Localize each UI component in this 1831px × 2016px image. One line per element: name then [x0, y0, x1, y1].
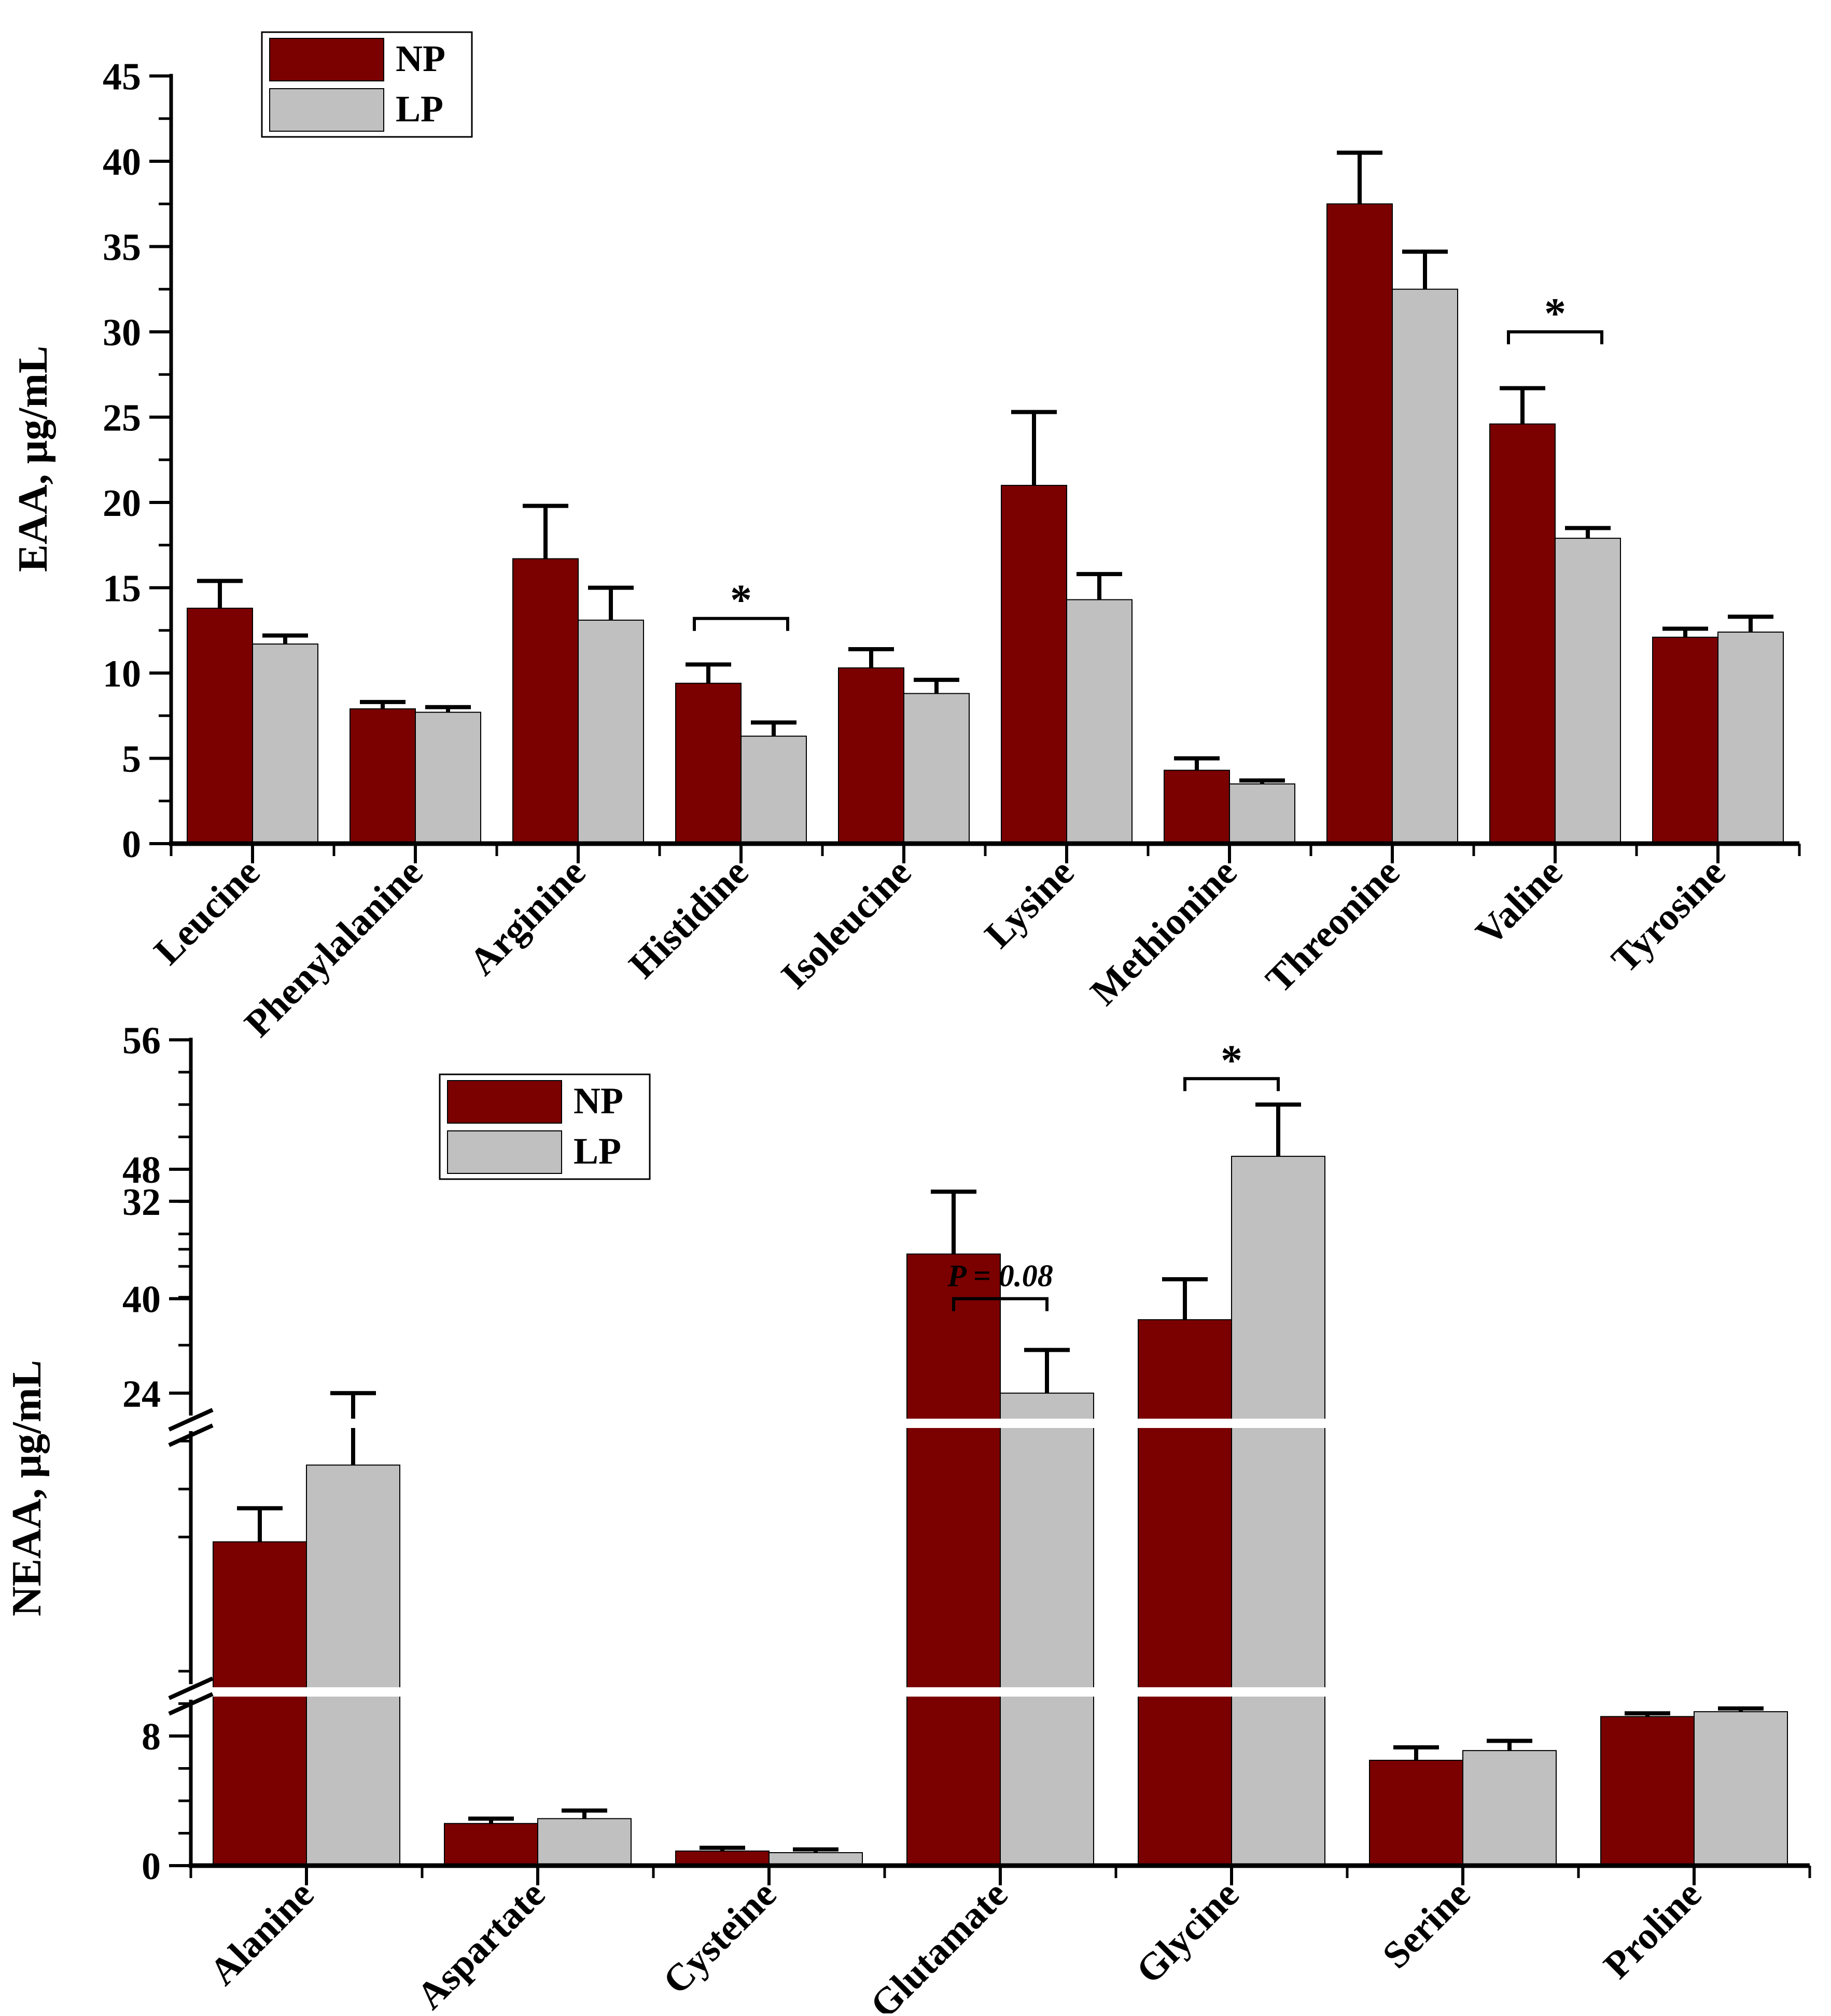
chart2-x-label-aspartate: Aspartate: [409, 1873, 553, 2013]
legend-label-lp: LP: [396, 88, 443, 130]
chart1-y-tick-label-6: 30: [103, 312, 141, 354]
chart2-x-label-glycine: Glycine: [1128, 1873, 1247, 1992]
chart1-x-label-threonine: Threonine: [1257, 851, 1408, 1001]
chart1-y-tick-label-7: 35: [103, 227, 141, 269]
legend-swatch-np: [447, 1080, 562, 1124]
chart2-axis-break-gap-0: [193, 1687, 1812, 1697]
chart1-x-label-isoleucine: Isoleucine: [773, 851, 919, 997]
legend-swatch-lp: [269, 88, 384, 132]
chart2-break-mark-0a: [168, 1676, 214, 1700]
chart1-bar-np-methionine: [1164, 769, 1230, 845]
chart1-y-axis-title: EAA, μg/mL: [10, 346, 56, 572]
chart2-bar-np-glutamate: [906, 1253, 1001, 1866]
chart2-bar-np-serine: [1369, 1759, 1463, 1866]
chart2-y-tick-label-2: 24: [122, 1373, 161, 1416]
chart1-y-tick-label-9: 45: [103, 56, 141, 99]
chart2-significance-bracket-1: [1183, 1077, 1280, 1091]
chart2-x-label-glutamate: Glutamate: [862, 1873, 1016, 2013]
chart2-break-mark-1b: [168, 1423, 214, 1447]
legend-label-np: NP: [574, 1080, 623, 1122]
legend-swatch-np: [269, 38, 384, 81]
chart1-bar-np-phenylalanine: [350, 708, 416, 844]
chart2-axis-break-gap-1: [193, 1419, 1812, 1428]
chart1-bar-lp-tyrosine: [1717, 632, 1784, 845]
chart1-bar-np-tyrosine: [1652, 636, 1718, 845]
legend-label-lp: LP: [574, 1130, 621, 1172]
chart1-significance-bracket-0: [693, 617, 789, 631]
chart1-x-label-valine: Valine: [1467, 851, 1571, 954]
chart1-bar-np-threonine: [1326, 203, 1393, 844]
chart1-y-tick-label-0: 0: [122, 823, 141, 866]
chart1-bar-lp-isoleucine: [903, 693, 970, 844]
chart1-y-tick-label-1: 5: [122, 738, 141, 781]
chart2-y-tick-label-1: 8: [142, 1716, 161, 1758]
chart1-y-tick-label-3: 15: [103, 568, 141, 610]
legend-label-np: NP: [396, 38, 445, 79]
chart1-x-label-tyrosine: Tyrosine: [1603, 851, 1734, 981]
chart1-bar-lp-threonine: [1392, 288, 1458, 844]
chart2-y-tick-label-6: 56: [122, 1019, 161, 1062]
chart2-bar-lp-alanine: [306, 1464, 400, 1866]
chart2-x-label-alanine: Alanine: [202, 1873, 322, 1993]
chart1-bar-np-leucine: [187, 607, 253, 844]
chart1-bar-np-lysine: [1001, 485, 1067, 844]
chart2-bar-lp-glutamate: [1000, 1392, 1094, 1866]
chart1-significance-label-1: *: [1544, 289, 1566, 338]
chart2-significance-label-1: *: [1221, 1036, 1242, 1084]
chart2-break-mark-1a: [168, 1408, 214, 1432]
chart1-bar-np-isoleucine: [838, 667, 904, 844]
chart2-bar-lp-serine: [1462, 1750, 1557, 1866]
chart1-bar-lp-methionine: [1229, 783, 1295, 844]
chart1-y-tick-label-2: 10: [103, 653, 141, 695]
chart1-x-label-methionine: Methionine: [1082, 851, 1245, 1014]
chart2-significance-label-0: P = 0.08: [947, 1259, 1053, 1293]
chart2-bar-np-alanine: [213, 1541, 307, 1866]
chart1-bar-lp-arginine: [578, 620, 644, 844]
chart2-x-label-proline: Proline: [1596, 1873, 1710, 1987]
chart1-y-tick-label-4: 20: [103, 482, 141, 525]
chart1-x-label-arginine: Arginine: [461, 851, 594, 984]
chart1-y-tick-label-5: 25: [103, 397, 141, 440]
chart2-y-tick-label-0: 0: [142, 1845, 161, 1888]
chart1-bar-lp-lysine: [1066, 599, 1133, 845]
chart1-y-tick-label-8: 40: [103, 141, 141, 184]
chart2-bar-np-glycine: [1138, 1319, 1232, 1866]
chart2-bar-lp-proline: [1694, 1711, 1788, 1866]
chart1-bar-lp-leucine: [252, 643, 318, 844]
chart2-bar-lp-glycine: [1231, 1156, 1325, 1866]
chart1-significance-bracket-1: [1507, 330, 1603, 344]
chart1-significance-label-0: *: [730, 576, 752, 624]
chart2-bar-np-aspartate: [444, 1823, 538, 1866]
chart1-x-label-histidine: Histidine: [621, 851, 757, 987]
chart2-x-label-serine: Serine: [1375, 1873, 1478, 1977]
chart1-bar-lp-valine: [1555, 538, 1621, 844]
chart1-x-label-leucine: Leucine: [146, 851, 268, 973]
chart1-bar-lp-histidine: [740, 735, 807, 844]
chart1-x-label-lysine: Lysine: [977, 851, 1082, 956]
chart2-y-axis-title: NEAA, μg/mL: [4, 1360, 50, 1616]
chart1-bar-lp-phenylalanine: [415, 711, 481, 845]
chart2-y-tick-label-4: 40: [122, 1279, 161, 1321]
chart1-bar-np-valine: [1489, 423, 1556, 844]
chart2-x-label-cysteine: Cysteine: [655, 1873, 785, 2003]
chart2-bar-np-proline: [1600, 1716, 1695, 1866]
chart2-significance-bracket-0: [952, 1297, 1049, 1311]
legend-swatch-lp: [447, 1130, 562, 1174]
chart2-y-tick-label-3: 32: [122, 1181, 161, 1224]
chart1-bar-np-arginine: [512, 558, 579, 844]
chart2-y-tick-label-5: 48: [122, 1149, 161, 1192]
chart2-bar-lp-aspartate: [537, 1818, 632, 1866]
chart1-bar-np-histidine: [675, 682, 742, 844]
